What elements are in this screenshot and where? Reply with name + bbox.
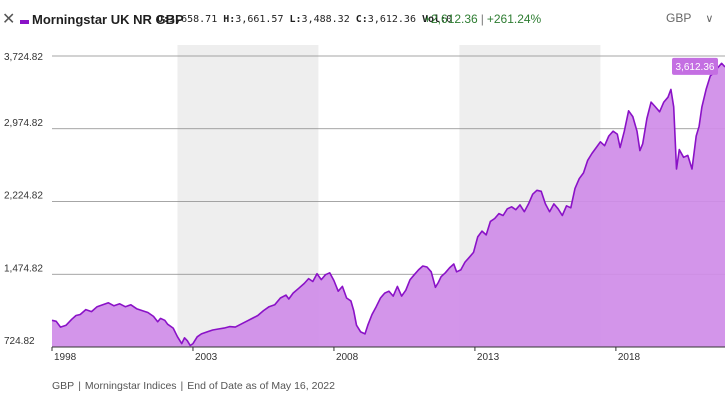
- change-percent: +261.24%: [486, 12, 542, 26]
- chart-header: ✕ Morningstar UK NR GBP O:3,658.71 H:3,6…: [0, 0, 725, 42]
- x-tick-label: 2008: [336, 352, 359, 363]
- y-tick-label: 3,724.82: [4, 52, 43, 63]
- change-separator: |: [480, 12, 484, 26]
- chart-footer: GBP | Morningstar Indices | End of Date as o…: [52, 380, 335, 392]
- x-tick-label: 2013: [477, 352, 500, 363]
- last-value-label: 3,612.36: [676, 62, 715, 73]
- chevron-down-icon: ∨: [705, 12, 714, 25]
- footer-asof: End of Date as of May 16, 2022: [187, 380, 335, 392]
- high-value: 3,661.57: [235, 14, 284, 25]
- y-tick-labels: 724.82 1,474.82 2,224.82 2,974.82 3,724.82: [4, 52, 43, 347]
- close-key: C:: [355, 14, 368, 25]
- last-value-badge-bg: [672, 57, 718, 75]
- ohlc-readout: O:3,658.71 H:3,661.57 L:3,488.32 C:3,612…: [157, 14, 452, 25]
- currency-select[interactable]: GBP ∨: [666, 11, 713, 25]
- y-tick-label: 724.82: [4, 336, 35, 347]
- series-title: Morningstar UK NR GBP: [32, 12, 184, 27]
- close-x-icon[interactable]: ✕: [2, 9, 16, 28]
- volume-key: Vol:: [422, 14, 447, 25]
- open-key: O:: [157, 14, 170, 25]
- y-tick-label: 2,224.82: [4, 191, 43, 202]
- x-tick-label: 2003: [195, 352, 218, 363]
- high-key: H:: [223, 14, 236, 25]
- change-absolute: +2,612.36: [424, 12, 478, 26]
- y-tick-label: 1,474.82: [4, 263, 43, 274]
- last-value-badge: 3,612.36: [672, 57, 718, 75]
- footer-source: Morningstar Indices: [84, 380, 177, 392]
- low-value: 3,488.32: [301, 14, 350, 25]
- footer-currency: GBP: [52, 380, 75, 392]
- price-chart[interactable]: 724.82 1,474.82 2,224.82 2,974.82 3,724.82 1…: [0, 0, 725, 372]
- series-area: [52, 63, 725, 348]
- y-tick-label: 2,974.82: [4, 118, 43, 129]
- low-key: L:: [289, 14, 302, 25]
- currency-value: GBP: [666, 11, 692, 25]
- series-line: [51, 62, 725, 347]
- open-value: 3,658.71: [169, 14, 218, 25]
- x-tick-label: 2018: [618, 352, 641, 363]
- x-tick-labels: 1998 2003 2008 2013 2018: [51, 347, 641, 363]
- series-swatch: [20, 20, 29, 24]
- change-readout: +2,612.36 | +261.24%: [424, 12, 541, 26]
- volume-value: 0: [446, 14, 453, 25]
- x-tick-label: 1998: [54, 352, 77, 363]
- close-value: 3,612.36: [367, 14, 416, 25]
